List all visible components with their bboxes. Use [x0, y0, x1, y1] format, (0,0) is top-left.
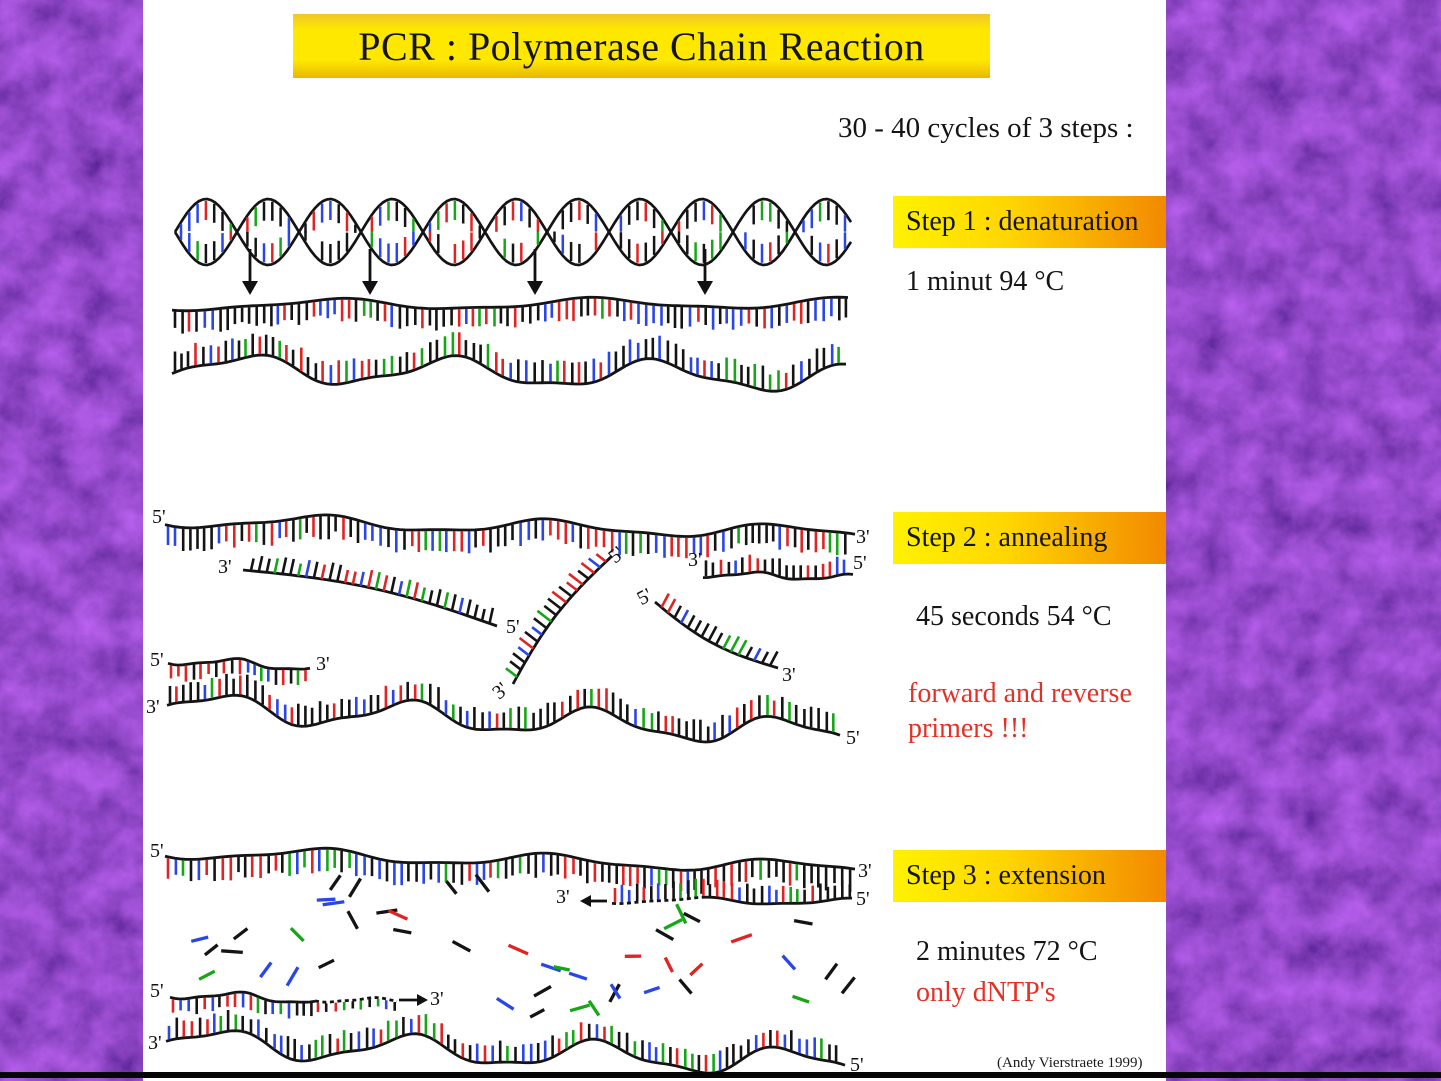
step2-condition: 45 seconds 54 °C	[916, 601, 1112, 632]
slide-title-text: PCR : Polymerase Chain Reaction	[358, 23, 925, 69]
step3-header-label: Step 3 : extension	[906, 860, 1106, 891]
strand-end-label: 5'	[506, 616, 520, 638]
strand-end-label: 3'	[316, 653, 330, 675]
strand-end-label: 5'	[150, 649, 164, 671]
denaturation-diagram	[171, 197, 853, 393]
step1-header-label: Step 1 : denaturation	[906, 206, 1139, 237]
step3-condition: 2 minutes 72 °C	[916, 936, 1098, 967]
attribution: (Andy Vierstraete 1999)	[997, 1055, 1143, 1071]
strand-end-label: 3'	[856, 526, 870, 548]
strand-end-label: 3'	[858, 860, 872, 882]
step1-header: Step 1 : denaturation	[893, 196, 1166, 248]
step2-header-label: Step 2 : annealing	[906, 522, 1108, 553]
step3-header: Step 3 : extension	[893, 850, 1166, 902]
strand-end-label: 5'	[850, 1054, 864, 1076]
step3-dntp-note: only dNTP's	[916, 977, 1056, 1008]
cycles-caption: 30 - 40 cycles of 3 steps :	[838, 112, 1134, 144]
strand-end-label: 3'	[688, 549, 702, 571]
strand-end-label: 5'	[152, 506, 166, 528]
strand-end-label: 5'	[846, 727, 860, 749]
strand-end-label: 5'	[856, 888, 870, 910]
strand-end-label: 3'	[148, 1032, 162, 1054]
strand-end-label: 3'	[218, 556, 232, 578]
strand-end-label: 3'	[782, 664, 796, 686]
slide-title: PCR : Polymerase Chain Reaction	[293, 14, 990, 78]
strand-end-label: 5'	[150, 840, 164, 862]
step2-primers-note: forward and reverse primers !!!	[908, 678, 1132, 744]
strand-end-label: 3'	[146, 696, 160, 718]
strand-end-label: 5'	[150, 980, 164, 1002]
step2-header: Step 2 : annealing	[893, 512, 1166, 564]
extension-diagram	[164, 846, 856, 1075]
bottom-border-line	[0, 1072, 1441, 1078]
step1-condition: 1 minut 94 °C	[906, 266, 1065, 297]
strand-end-label: 5'	[853, 552, 867, 574]
strand-end-label: 3'	[556, 886, 570, 908]
strand-end-label: 3'	[430, 988, 444, 1010]
annealing-diagram	[164, 513, 856, 744]
